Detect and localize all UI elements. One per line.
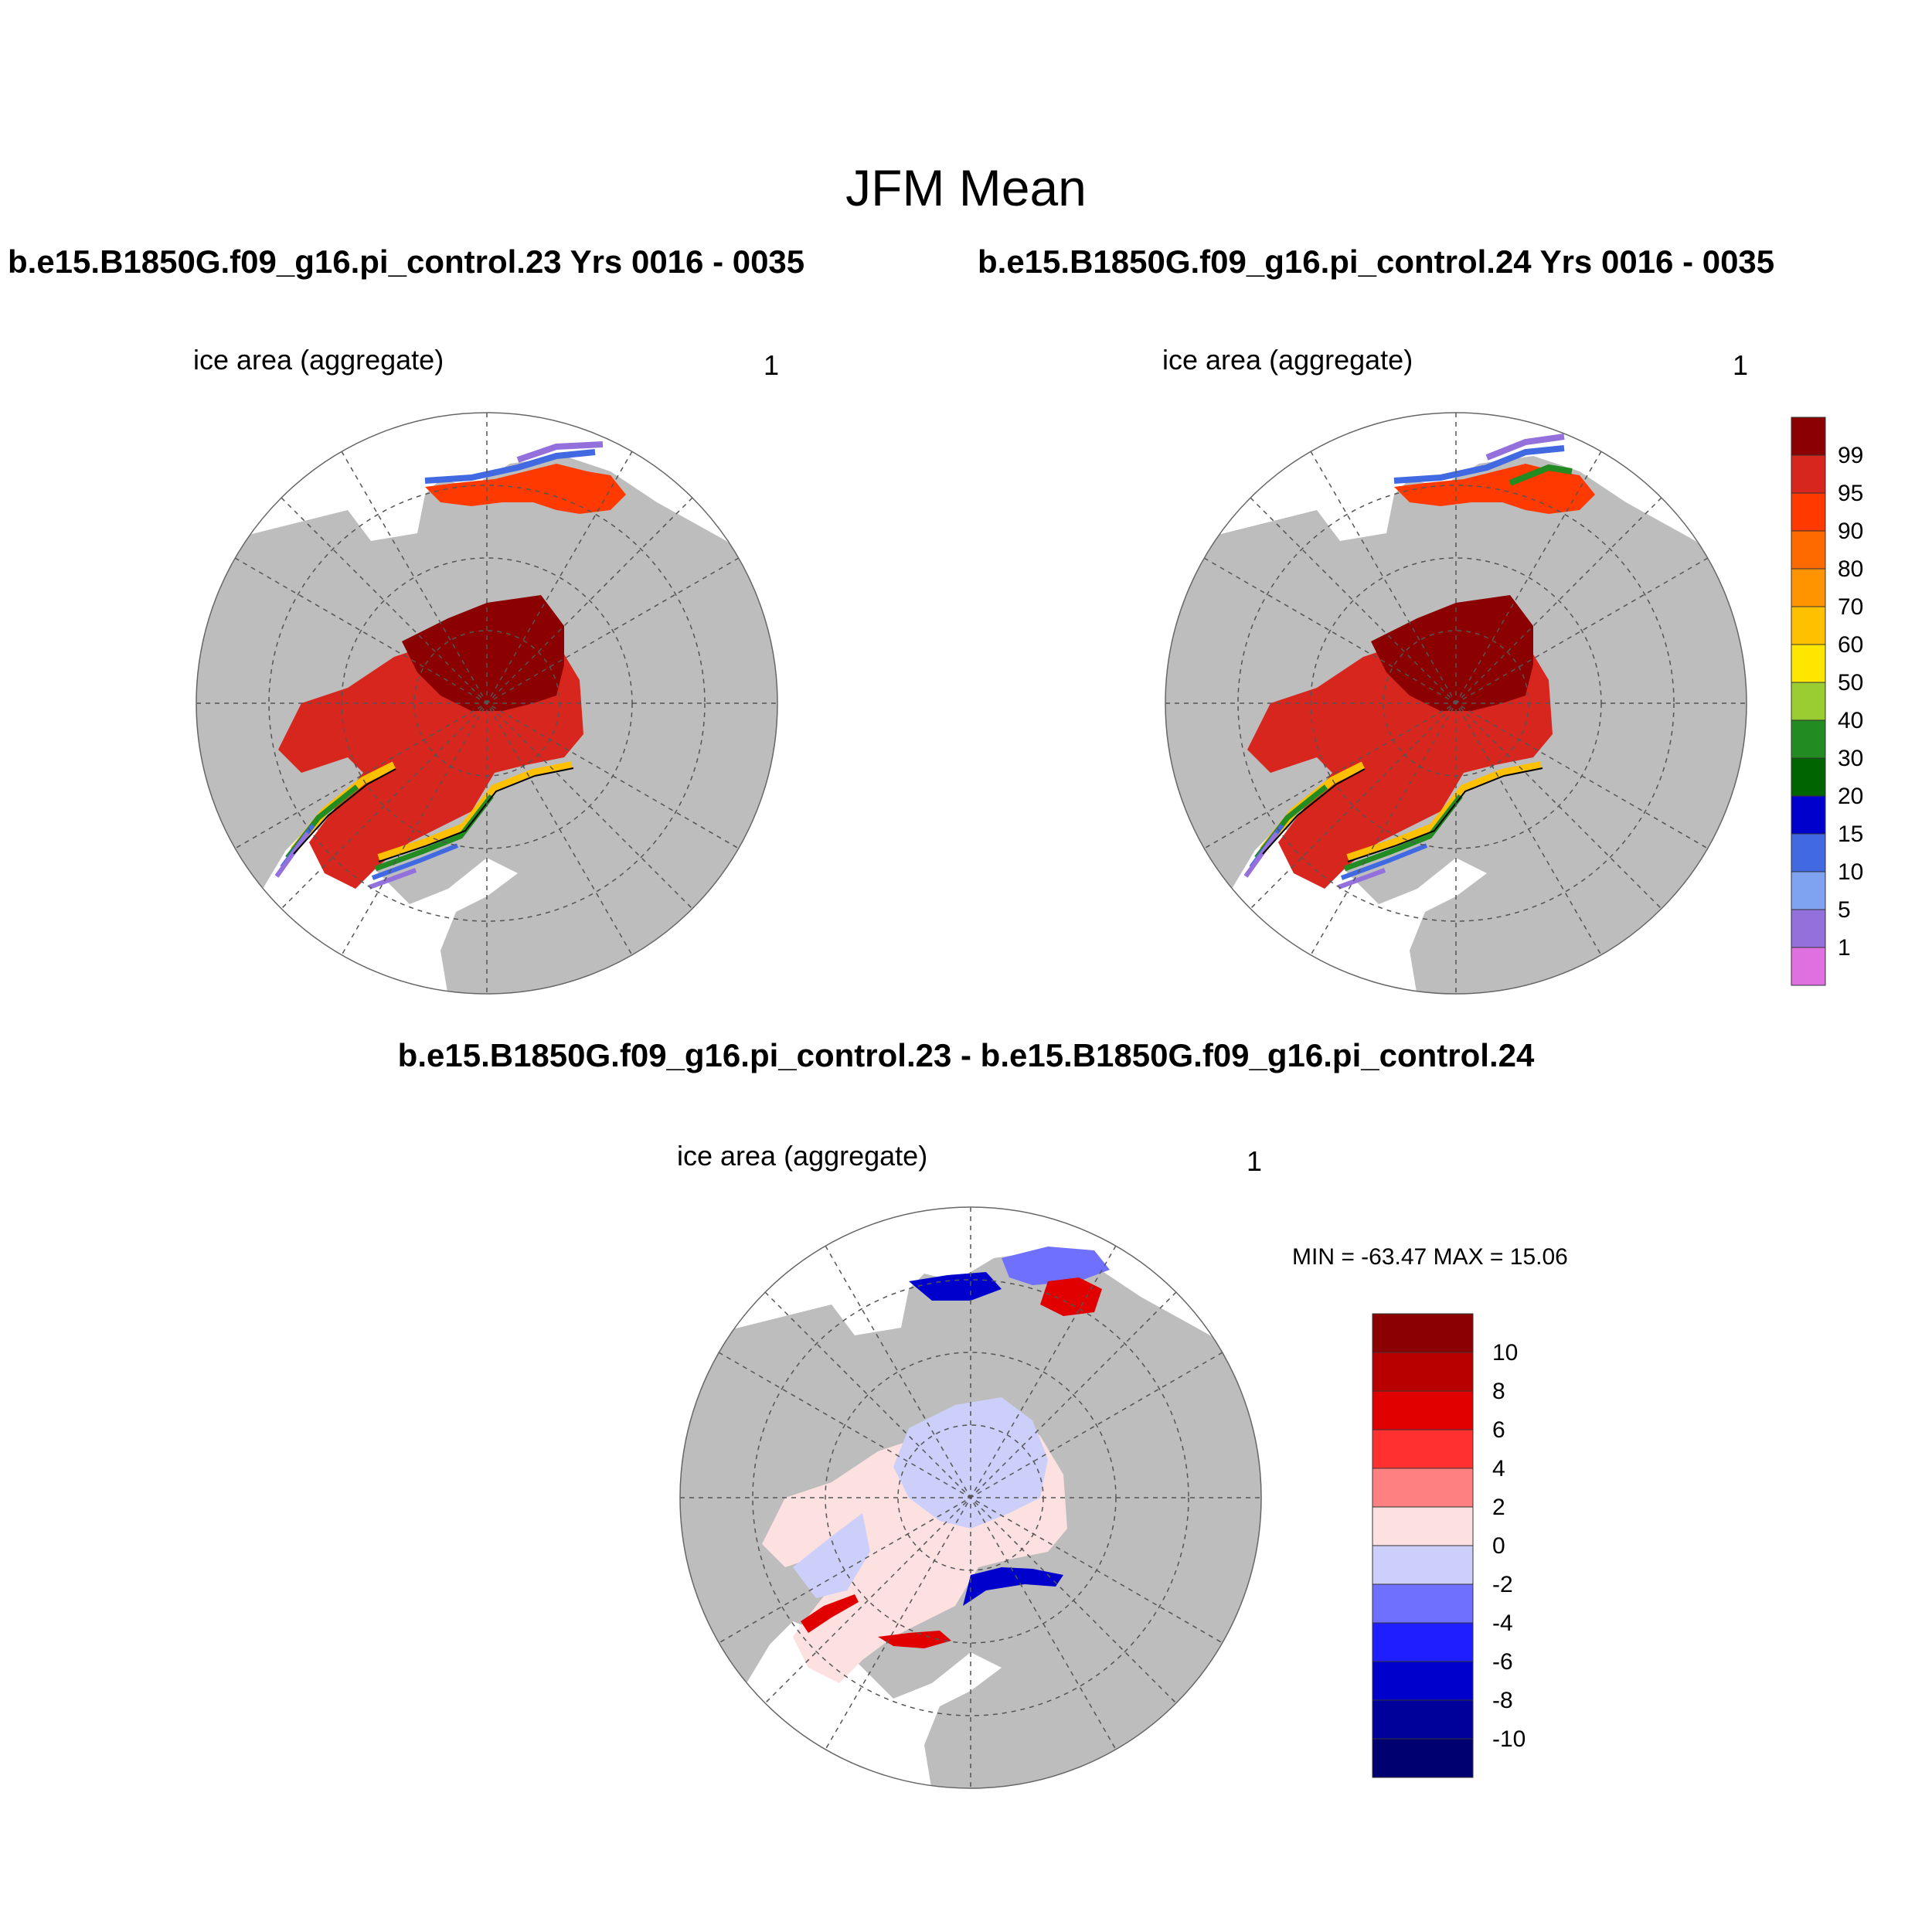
panel2-units-label: 1: [1733, 349, 1749, 381]
bering-ice-edge-purple: [1485, 434, 1565, 461]
colorbar-main-box: [1791, 757, 1826, 797]
diff-title: b.e15.B1850G.f09_g16.pi_control.23 - b.e…: [397, 1037, 1535, 1073]
colorbar-diff-box: [1372, 1661, 1474, 1701]
graticule: [1165, 413, 1747, 994]
colorbar-diff-box: [1372, 1468, 1474, 1508]
colorbar-main-label: 80: [1838, 556, 1863, 582]
colorbar-diff-label: -10: [1492, 1726, 1526, 1752]
case2-title: b.e15.B1850G.f09_g16.pi_control.24 Yrs 0…: [978, 243, 1775, 280]
diff-bering-blue: [909, 1272, 1002, 1301]
colorbar-main-box: [1791, 682, 1826, 721]
diff-blue-streak: [963, 1567, 1063, 1606]
panel2-variable-label: ice area (aggregate): [1162, 344, 1413, 376]
colorbar-main-box: [1791, 833, 1826, 872]
colorbar-main-label: 70: [1838, 594, 1863, 620]
colorbar-diff-label: -6: [1492, 1649, 1513, 1675]
colorbar-diff-box: [1372, 1506, 1474, 1546]
ice-core: [1371, 595, 1533, 711]
colorbar-main-label: 40: [1838, 708, 1863, 733]
colorbar-diff-label: -8: [1492, 1688, 1513, 1713]
colorbar-diff: 10 8 6 4 2 0 -2 -4 -6 -8 -10: [1372, 1313, 1526, 1778]
colorbar-main-label: 30: [1838, 746, 1863, 771]
figure-title: JFM Mean: [845, 159, 1087, 216]
colorbar-diff-box: [1372, 1622, 1474, 1662]
diff-red-streak-2: [878, 1631, 951, 1648]
map-boundary: [1165, 412, 1747, 995]
colorbar-main-label: 1: [1838, 935, 1851, 961]
diff-bering-red: [1040, 1277, 1102, 1316]
europe-land: [1417, 904, 1564, 994]
panel2-polar-map: [1165, 412, 1747, 995]
colorbar-main-label: 99: [1838, 443, 1863, 468]
colorbar-main-box: [1791, 530, 1826, 570]
diff-near-zero-negative: [893, 1397, 1048, 1529]
colorbar-diff-box: [1372, 1583, 1474, 1624]
panel1-variable-label: ice area (aggregate): [193, 344, 444, 376]
colorbar-diff-box: [1372, 1429, 1474, 1469]
diff-red-streak-1: [801, 1594, 859, 1633]
colorbar-diff-label: 8: [1492, 1379, 1505, 1404]
colorbar-diff-label: -4: [1492, 1611, 1513, 1636]
diff-negative-arctic: [793, 1513, 870, 1598]
colorbar-diff-label: 4: [1492, 1456, 1505, 1481]
europe-land: [932, 1699, 1079, 1788]
ice-core: [402, 595, 564, 711]
colorbar-main-box: [1791, 568, 1826, 607]
colorbar-main: 99 95 90 80 70 60 50 40 30 20 15 10 5 1: [1791, 417, 1863, 986]
bering-ice-edge-purple: [516, 441, 604, 463]
diff-bering-lightblue: [1002, 1247, 1110, 1285]
colorbar-diff-box: [1372, 1352, 1474, 1392]
colorbar-main-box: [1791, 947, 1826, 986]
ice-edge-purple: [1243, 832, 1386, 889]
colorbar-diff-label: 10: [1492, 1340, 1518, 1366]
panel3-minmax-label: MIN = -63.47 MAX = 15.06: [1292, 1244, 1568, 1270]
map-boundary: [196, 412, 778, 995]
colorbar-main-box: [1791, 795, 1826, 835]
colorbar-main-label: 50: [1838, 670, 1863, 696]
bering-ice: [1394, 464, 1595, 514]
bering-ice-edge-blue: [1393, 445, 1565, 484]
panel1-units-label: 1: [764, 349, 780, 381]
panel3-units-label: 1: [1247, 1145, 1263, 1177]
colorbar-diff-box: [1372, 1390, 1474, 1430]
colorbar-diff-box: [1372, 1313, 1474, 1353]
colorbar-main-label: 90: [1838, 519, 1863, 544]
colorbar-main-label: 15: [1838, 821, 1863, 847]
colorbar-diff-label: -2: [1492, 1572, 1513, 1597]
colorbar-main-box: [1791, 606, 1826, 645]
panel3-variable-label: ice area (aggregate): [677, 1140, 928, 1172]
colorbar-diff-box: [1372, 1699, 1474, 1740]
colorbar-main-box: [1791, 719, 1826, 759]
europe-land: [448, 904, 595, 994]
ice-edge-contour: [293, 767, 574, 862]
colorbar-main-label: 20: [1838, 784, 1863, 809]
ice-edge-contour: [1262, 767, 1543, 862]
panel3-polar-map: [679, 1206, 1262, 1789]
ice-edge-purple: [274, 832, 417, 889]
colorbar-main-label: 5: [1838, 897, 1851, 923]
colorbar-main-box: [1791, 417, 1826, 456]
bering-ice: [425, 464, 626, 514]
graticule: [196, 413, 777, 994]
colorbar-main-label: 95: [1838, 481, 1863, 506]
colorbar-diff-box: [1372, 1738, 1474, 1778]
colorbar-diff-label: 0: [1492, 1533, 1505, 1559]
colorbar-main-label: 60: [1838, 632, 1863, 658]
colorbar-main-box: [1791, 454, 1826, 494]
colorbar-main-box: [1791, 644, 1826, 683]
colorbar-main-box: [1791, 492, 1826, 532]
colorbar-diff-label: 2: [1492, 1495, 1505, 1520]
colorbar-diff-box: [1372, 1545, 1474, 1585]
colorbar-main-label: 10: [1838, 859, 1863, 885]
colorbar-main-box: [1791, 909, 1826, 948]
bering-ice-edge: [424, 449, 596, 484]
bering-ice-edge: [1509, 464, 1573, 486]
graticule: [680, 1207, 1261, 1788]
panel1-polar-map: [196, 412, 778, 995]
case1-title: b.e15.B1850G.f09_g16.pi_control.23 Yrs 0…: [8, 243, 805, 280]
colorbar-diff-label: 6: [1492, 1417, 1505, 1443]
colorbar-main-box: [1791, 871, 1826, 910]
map-boundary: [679, 1206, 1262, 1789]
